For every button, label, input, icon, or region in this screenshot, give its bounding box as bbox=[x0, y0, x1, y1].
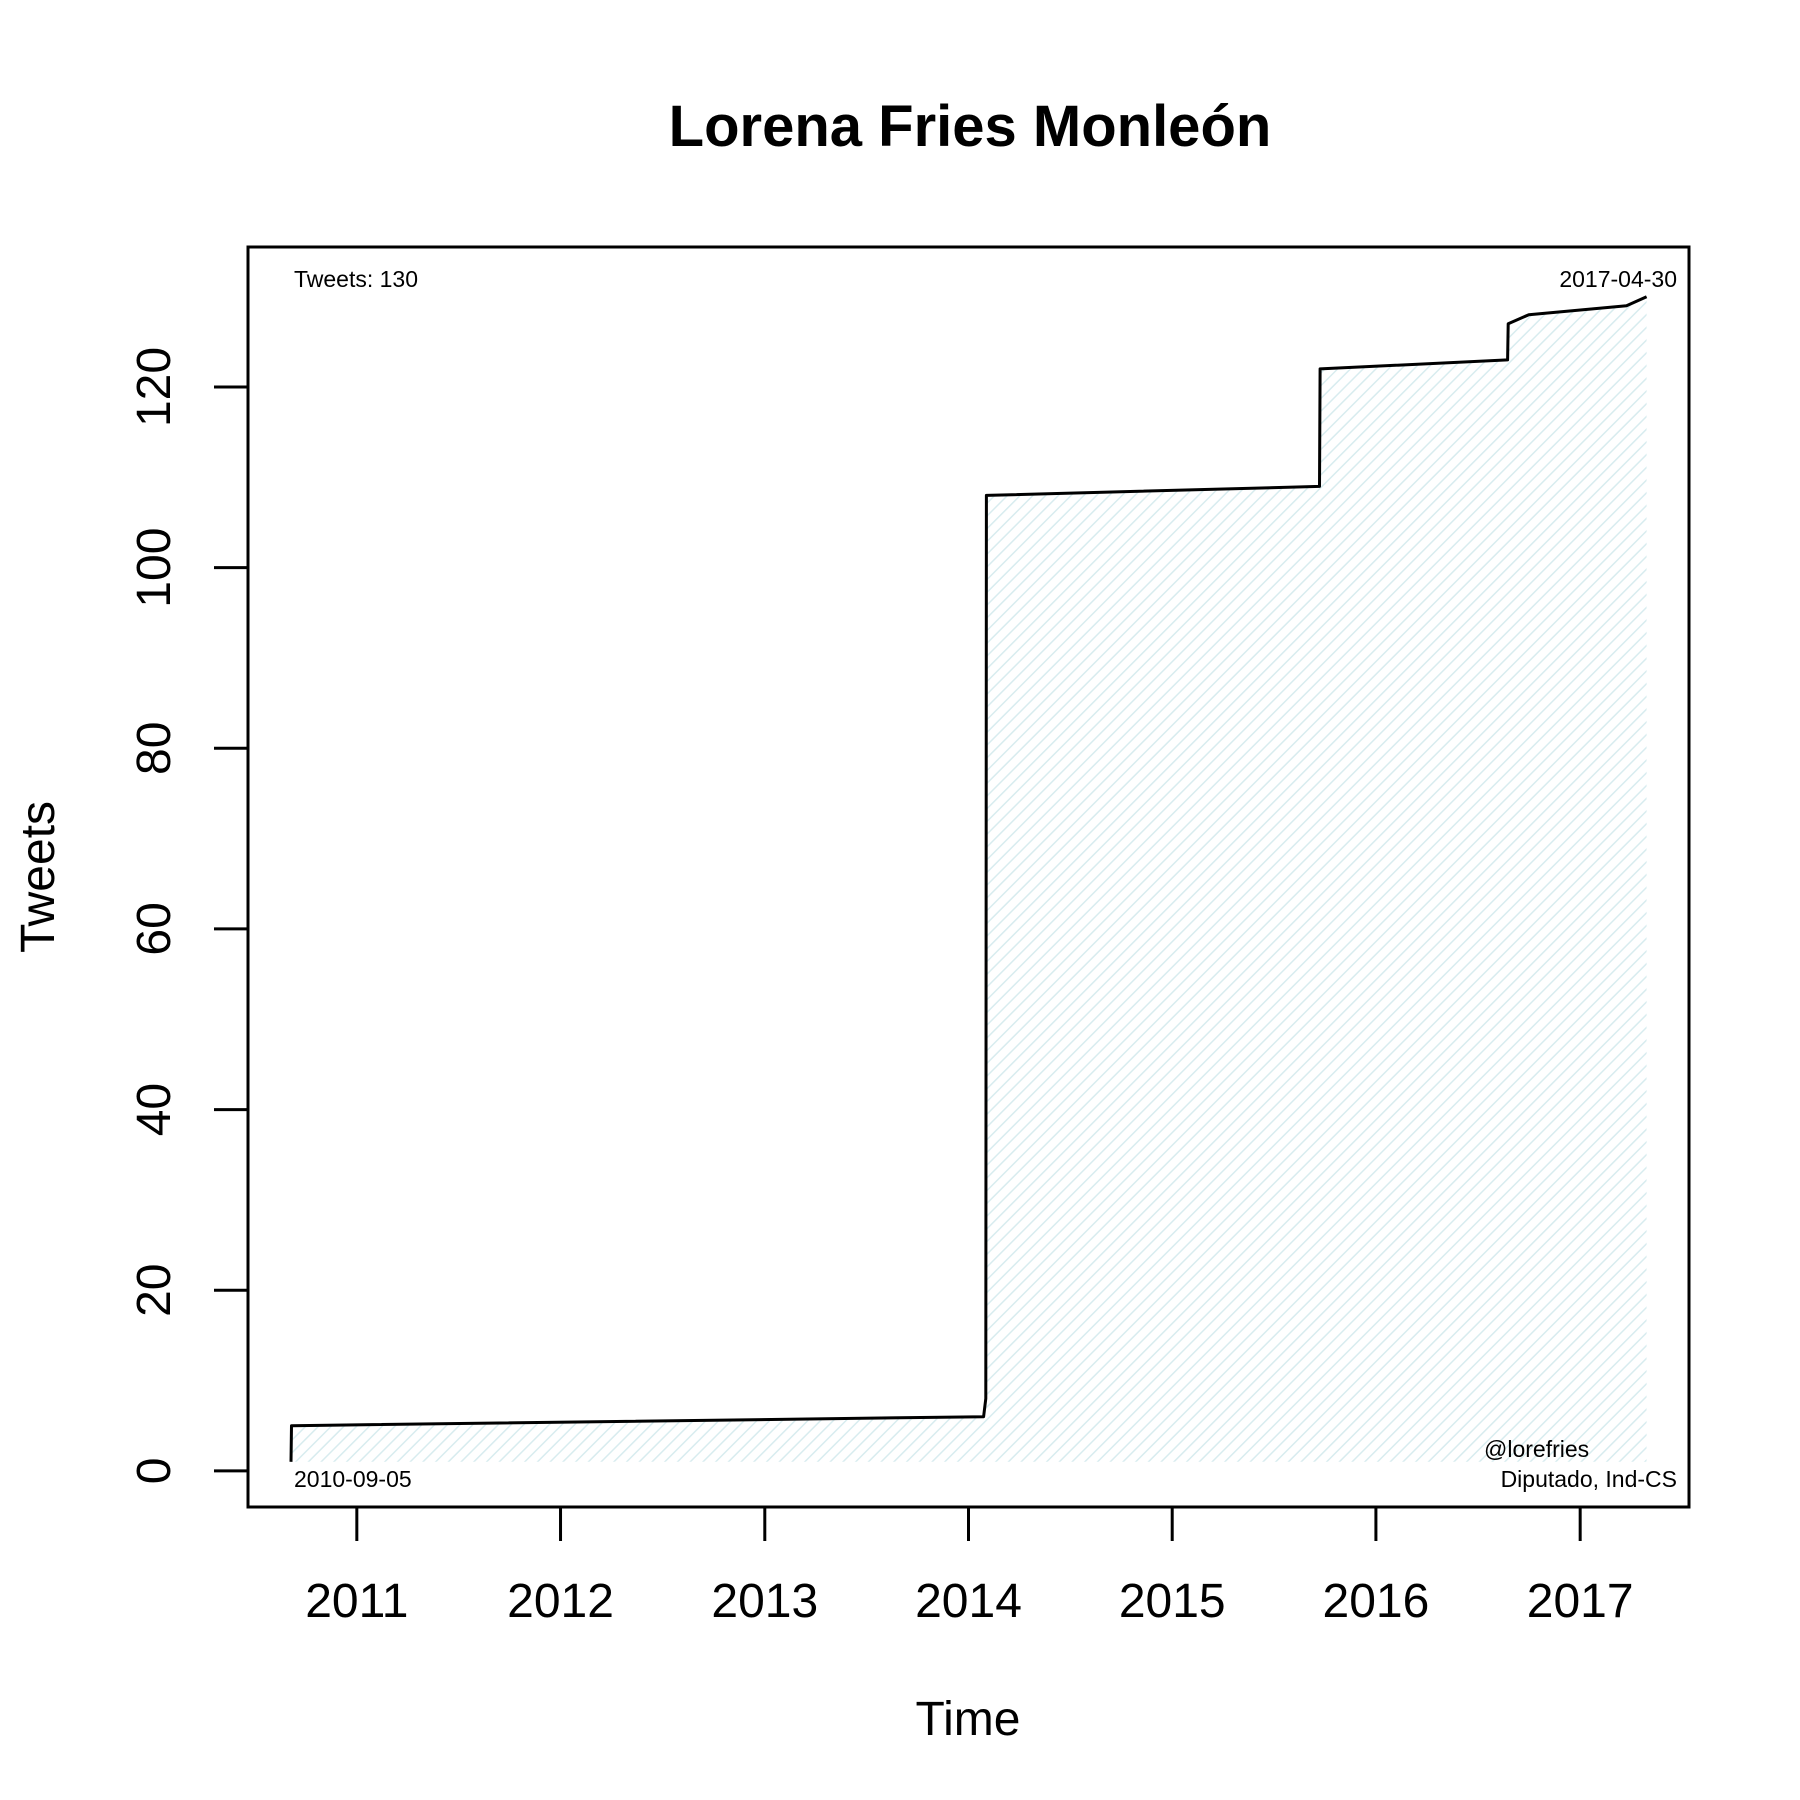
y-axis: 0 20 40 60 80 100 120 bbox=[128, 347, 248, 1484]
x-tick-label: 2012 bbox=[507, 1575, 614, 1628]
x-tick-label: 2017 bbox=[1527, 1575, 1634, 1628]
y-tick-label: 60 bbox=[128, 902, 181, 955]
series-area bbox=[291, 296, 1647, 1462]
y-tick-label: 20 bbox=[128, 1264, 181, 1317]
x-axis-label: Time bbox=[916, 1693, 1021, 1746]
tweet-count-label: Tweets: 130 bbox=[294, 266, 418, 292]
description-label: Diputado, Ind-CS bbox=[1501, 1466, 1677, 1492]
x-tick-label: 2014 bbox=[915, 1575, 1022, 1628]
end-date-label: 2017-04-30 bbox=[1559, 266, 1677, 292]
plot-area bbox=[289, 295, 1648, 1462]
y-tick-label: 40 bbox=[128, 1083, 181, 1136]
start-date-label: 2010-09-05 bbox=[294, 1466, 412, 1492]
x-tick-label: 2011 bbox=[305, 1575, 408, 1628]
y-tick-label: 100 bbox=[128, 528, 181, 608]
chart-title: Lorena Fries Monleón bbox=[669, 94, 1272, 159]
x-tick-label: 2015 bbox=[1119, 1575, 1226, 1628]
y-tick-label: 120 bbox=[128, 347, 181, 427]
series-line bbox=[289, 295, 1648, 1462]
x-tick-label: 2013 bbox=[711, 1575, 818, 1628]
y-tick-label: 80 bbox=[128, 722, 181, 775]
y-tick-label: 0 bbox=[128, 1458, 181, 1485]
x-axis: 2011 2012 2013 2014 2015 2016 2017 bbox=[305, 1507, 1634, 1628]
x-tick-label: 2016 bbox=[1323, 1575, 1430, 1628]
handle-label: @lorefries bbox=[1484, 1436, 1589, 1462]
y-axis-label: Tweets bbox=[12, 801, 65, 953]
